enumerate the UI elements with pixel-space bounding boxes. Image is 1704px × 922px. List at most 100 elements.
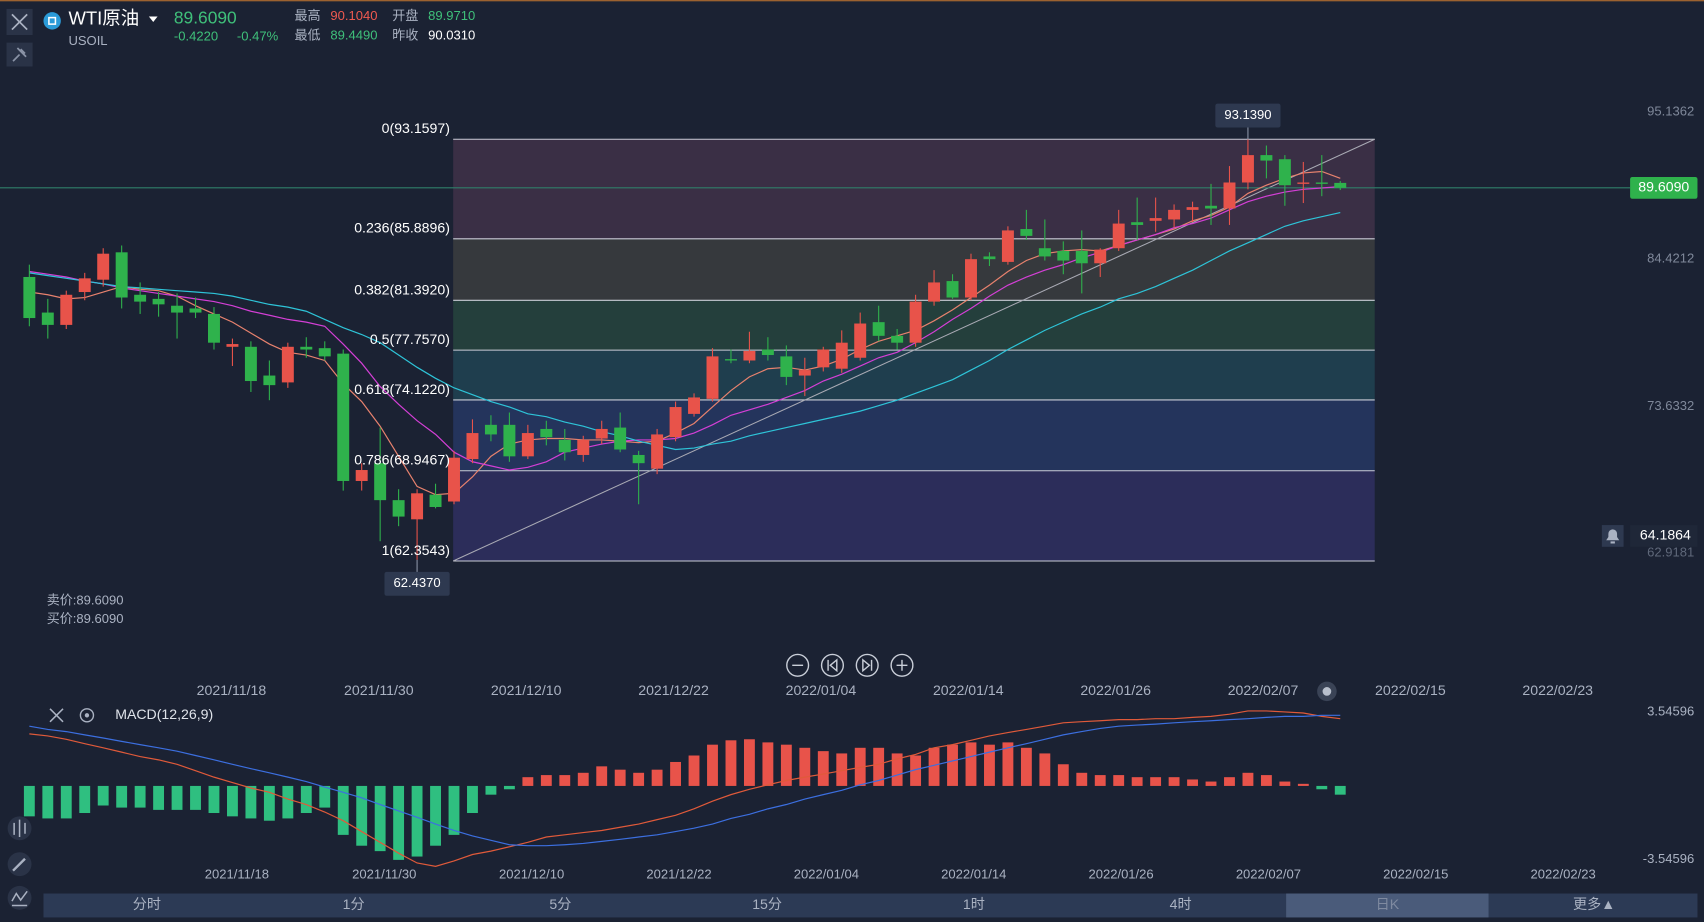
macd-bar	[337, 785, 349, 835]
candle-body	[1315, 182, 1328, 184]
timeframe-tab[interactable]: 15分	[752, 896, 782, 912]
macd-close-icon	[49, 708, 64, 723]
fib-band	[453, 470, 1375, 562]
x-tick-label: 2022/01/26	[1080, 682, 1151, 698]
candle-body	[669, 407, 682, 438]
candle-body	[761, 349, 774, 356]
stat-value: 89.4490	[330, 28, 377, 43]
candle-body	[41, 312, 54, 325]
symbol-dropdown[interactable]	[148, 16, 158, 22]
candle-body	[429, 494, 442, 507]
macd-bar	[743, 739, 755, 786]
candle-body	[1075, 250, 1088, 264]
fib-label: 1(62.3543)	[382, 542, 450, 558]
symbol-name[interactable]: WTI原油	[68, 8, 139, 29]
x-tick-label: 2022/01/14	[933, 682, 1004, 698]
candle-body	[688, 397, 701, 414]
x-tick-label: 2022/02/07	[1236, 866, 1301, 881]
macd-bar	[263, 785, 275, 821]
timeframe-tab[interactable]: 分时	[133, 896, 161, 912]
candle-body	[374, 463, 387, 501]
timeframe-tab[interactable]: 1分	[343, 896, 365, 912]
button-ring	[855, 653, 879, 677]
candle-body	[244, 346, 257, 382]
macd-bar	[522, 777, 534, 786]
reset-button[interactable]	[1317, 681, 1337, 702]
close-button[interactable]	[6, 8, 33, 35]
candle-body	[891, 335, 904, 343]
x-tick-label: 2021/12/22	[638, 682, 709, 698]
alert-price-box	[1630, 525, 1698, 547]
x-tick-label: 2022/02/15	[1383, 866, 1448, 881]
macd-bar	[762, 742, 774, 786]
x-tick-label: 2022/01/26	[1088, 866, 1153, 881]
macd-settings[interactable]	[79, 708, 95, 723]
timeframe-tab[interactable]: 5分	[549, 896, 571, 912]
timeframe-tab[interactable]: 4时	[1170, 896, 1192, 912]
fib-label: 0.236(85.8896)	[354, 220, 450, 236]
price-change-pct: -0.47%	[237, 29, 279, 44]
last-button[interactable]	[855, 653, 879, 677]
first-button[interactable]	[820, 653, 845, 677]
macd-bar	[891, 753, 903, 786]
macd-close[interactable]	[49, 708, 64, 723]
draw-tool[interactable]	[7, 852, 32, 877]
macd-bar	[97, 785, 109, 806]
candle-body	[281, 346, 294, 383]
macd-bar	[1334, 785, 1346, 795]
timeframe-tab[interactable]: 1时	[963, 896, 985, 912]
macd-bar	[319, 785, 331, 808]
candle-body	[558, 439, 571, 453]
candle-body	[540, 428, 553, 438]
x-tick-label: 2021/11/30	[352, 866, 416, 881]
macd-bar	[817, 751, 829, 786]
candle-body	[706, 356, 719, 399]
macd-bar	[1113, 775, 1125, 786]
candle-tool[interactable]	[7, 816, 32, 841]
candle-body	[872, 322, 885, 336]
macd-bar	[79, 785, 91, 814]
zoom-out-button[interactable]	[786, 653, 810, 677]
macd-bar	[134, 785, 146, 808]
pin-button[interactable]	[6, 42, 33, 67]
x-tick-label: 2022/02/23	[1531, 866, 1596, 881]
macd-bar	[411, 785, 423, 857]
candle-body	[780, 356, 793, 377]
candle-body	[724, 359, 737, 361]
macd-bar	[1187, 779, 1198, 786]
fib-band	[453, 139, 1375, 239]
timeframe-tab[interactable]: 更多▲	[1573, 896, 1615, 912]
macd-bar	[836, 753, 848, 786]
candle-body	[614, 427, 627, 450]
candle-body	[1186, 207, 1199, 210]
macd-bar	[208, 785, 220, 814]
fib-band	[453, 238, 1375, 301]
macd-bar	[965, 742, 977, 786]
candle-body	[798, 370, 811, 376]
candle-body	[318, 348, 331, 357]
candle-body	[134, 294, 147, 302]
side-tools	[7, 816, 32, 910]
y-tick-label: 95.1362	[1647, 104, 1694, 119]
macd-bar	[1297, 783, 1309, 786]
candle-body	[97, 253, 110, 280]
x-tick-label: 2021/12/10	[491, 682, 562, 698]
macd-bar	[725, 740, 737, 786]
candle-body	[1094, 249, 1107, 264]
fib-band	[453, 399, 1375, 471]
zoom-in-button[interactable]	[890, 653, 914, 677]
timeframe-tab[interactable]: 日K	[1376, 896, 1400, 912]
macd-bar	[1002, 742, 1014, 786]
x-tick-label: 2021/11/18	[205, 866, 269, 881]
macd-bar	[1039, 753, 1051, 786]
candle-body	[577, 439, 590, 455]
macd-bar	[227, 785, 238, 817]
candle-body	[632, 454, 645, 464]
candle-body	[651, 434, 664, 469]
macd-line	[29, 710, 1341, 867]
x-tick-label: 2022/02/15	[1375, 682, 1446, 698]
macd-bar	[42, 785, 54, 819]
macd-bar	[393, 785, 405, 860]
candle-body	[503, 424, 516, 457]
indicator-tool[interactable]	[7, 885, 32, 910]
